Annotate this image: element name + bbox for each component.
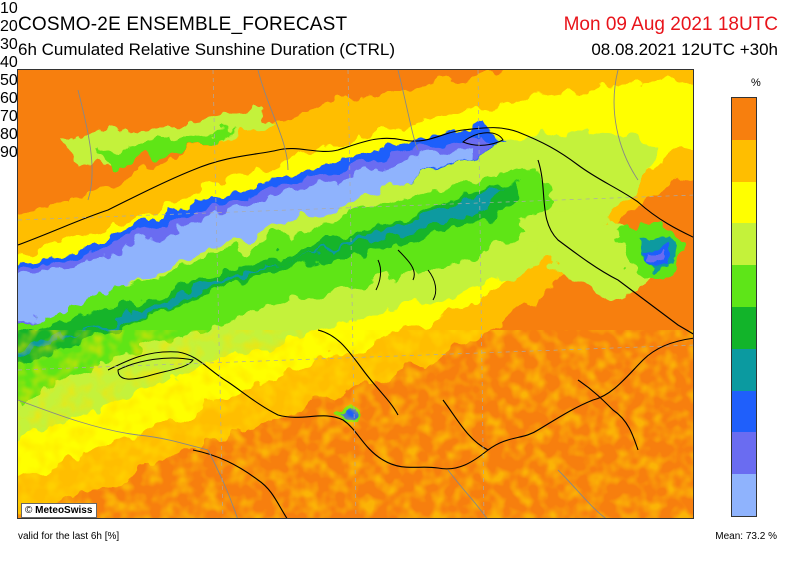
valid-time: Mon 09 Aug 2021 18UTC [563, 14, 778, 35]
legend-tick-label: 90 [0, 144, 18, 161]
legend-ticks: 10 20 30 40 50 60 70 80 90 [0, 0, 800, 162]
legend-tick-label: 60 [0, 90, 18, 107]
legend-swatch [732, 474, 756, 516]
copyright-symbol: © [25, 505, 33, 516]
legend-tick-label: 30 [0, 36, 18, 53]
legend-swatch [732, 265, 756, 307]
legend-tick-label: 10 [0, 0, 18, 17]
forecast-map [17, 69, 694, 519]
map-field [18, 70, 693, 518]
country-borders [18, 127, 693, 518]
legend-swatch [732, 181, 756, 224]
region-borders [18, 70, 639, 518]
legend-tick-label: 80 [0, 126, 18, 143]
mean-value: Mean: 73.2 % [715, 531, 777, 542]
legend-tick-label: 20 [0, 18, 18, 35]
legend-swatch [732, 307, 756, 349]
legend-swatch [732, 390, 756, 433]
lakes [117, 132, 504, 380]
title-line-1: COSMO-2E ENSEMBLE_FORECAST [18, 14, 348, 35]
legend-swatch [732, 348, 756, 391]
legend-tick-label: 40 [0, 54, 18, 71]
run-info: 08.08.2021 12UTC +30h [591, 40, 778, 59]
validity-note: valid for the last 6h [%] [18, 531, 120, 542]
legend-swatch [732, 98, 756, 140]
copyright-text: MeteoSwiss [35, 505, 93, 516]
legend-unit: % [751, 77, 761, 89]
legend-swatch [732, 223, 756, 266]
legend-tick-label: 70 [0, 108, 18, 125]
legend-tick-label: 50 [0, 72, 18, 89]
legend-swatch [732, 432, 756, 475]
copyright-label: © MeteoSwiss [21, 503, 98, 518]
graticule [18, 70, 693, 518]
color-legend [731, 97, 757, 517]
title-line-2: 6h Cumulated Relative Sunshine Duration … [18, 40, 396, 59]
legend-swatch [732, 139, 756, 182]
